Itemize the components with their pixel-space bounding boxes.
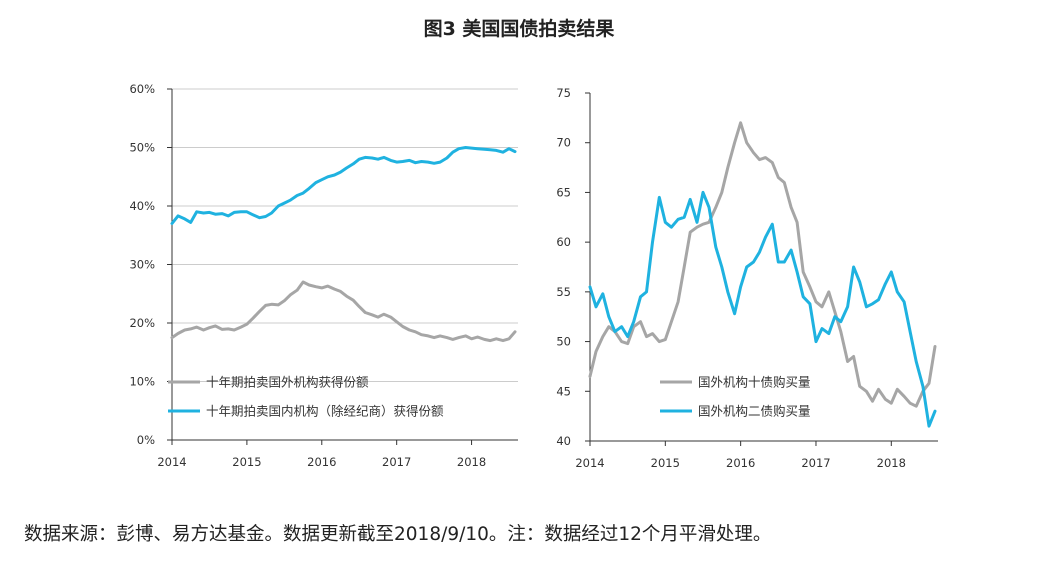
series-line [588,121,937,408]
series-line [588,190,937,428]
y-tick-label: 70 [556,136,571,150]
x-tick-label: 2016 [726,456,755,470]
x-tick-label: 2014 [575,456,604,470]
y-tick-label: 30% [129,258,155,272]
legend-label: 国外机构十债购买量 [698,375,811,390]
x-tick-label: 2015 [651,456,680,470]
y-tick-label: 65 [556,185,571,199]
y-tick-label: 10% [129,375,155,389]
y-tick-label: 40% [129,199,155,213]
y-tick-label: 20% [129,316,155,330]
source-note: 数据来源：彭博、易方达基金。数据更新截至2018/9/10。注：数据经过12个月… [24,524,772,545]
y-tick-label: 50 [556,335,571,349]
y-tick-label: 45 [556,384,571,398]
x-tick-label: 2014 [157,455,186,469]
y-tick-label: 60% [129,82,155,96]
series-line [170,146,517,225]
y-tick-label: 0% [137,433,155,447]
y-tick-label: 60 [556,235,571,249]
chart-1: 0% 10% 20% 30% 40% 50% 60% 2014 2015 2016 2017 2018… [129,82,518,469]
legend-label: 十年期拍卖国外机构获得份额 [206,375,369,390]
y-tick-label: 50% [129,141,155,155]
x-tick-label: 2017 [382,455,411,469]
x-tick-label: 2018 [877,456,906,470]
x-tick-label: 2018 [457,455,486,469]
figure-title: 图3 美国国债拍卖结果 [423,18,615,40]
legend-label: 十年期拍卖国内机构（除经纪商）获得份额 [206,404,444,419]
y-tick-label: 75 [556,86,571,100]
series-line [170,280,517,343]
chart-2: 40 45 50 55 60 65 70 75 2014 2015 2016 2017 2018 国外机构… [556,86,938,470]
y-tick-label: 40 [556,434,571,448]
x-tick-label: 2017 [801,456,830,470]
legend-label: 国外机构二债购买量 [698,404,811,419]
x-tick-label: 2015 [232,455,261,469]
y-tick-label: 55 [556,285,571,299]
x-tick-label: 2016 [307,455,336,469]
